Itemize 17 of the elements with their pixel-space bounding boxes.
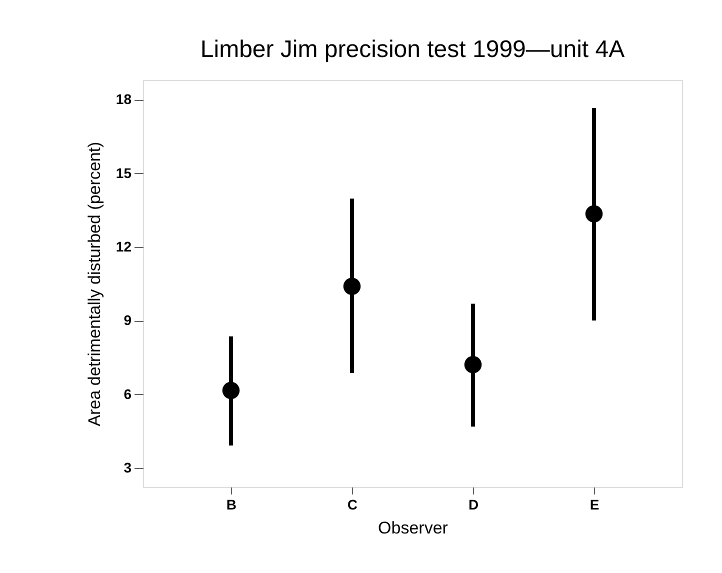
point bbox=[464, 356, 482, 374]
y-tick-label: 3 bbox=[124, 460, 132, 476]
y-tick-label: 12 bbox=[116, 238, 132, 255]
y-tick-label: 15 bbox=[116, 164, 132, 181]
x-tick-label: D bbox=[468, 496, 479, 512]
point bbox=[343, 278, 361, 295]
y-tick-label: 6 bbox=[124, 386, 132, 402]
x-tick-label: E bbox=[590, 496, 600, 512]
x-tick-label: C bbox=[347, 496, 358, 512]
y-tick-label: 18 bbox=[116, 91, 132, 108]
y-tick-label: 9 bbox=[124, 312, 132, 328]
point bbox=[585, 205, 603, 223]
chart-title: Limber Jim precision test 1999—unit 4A bbox=[200, 36, 625, 63]
x-tick-label: B bbox=[226, 496, 237, 512]
x-axis-title: Observer bbox=[378, 518, 448, 538]
y-axis-title: Area detrimentally disturbed (percent) bbox=[84, 142, 104, 426]
point bbox=[222, 382, 240, 400]
